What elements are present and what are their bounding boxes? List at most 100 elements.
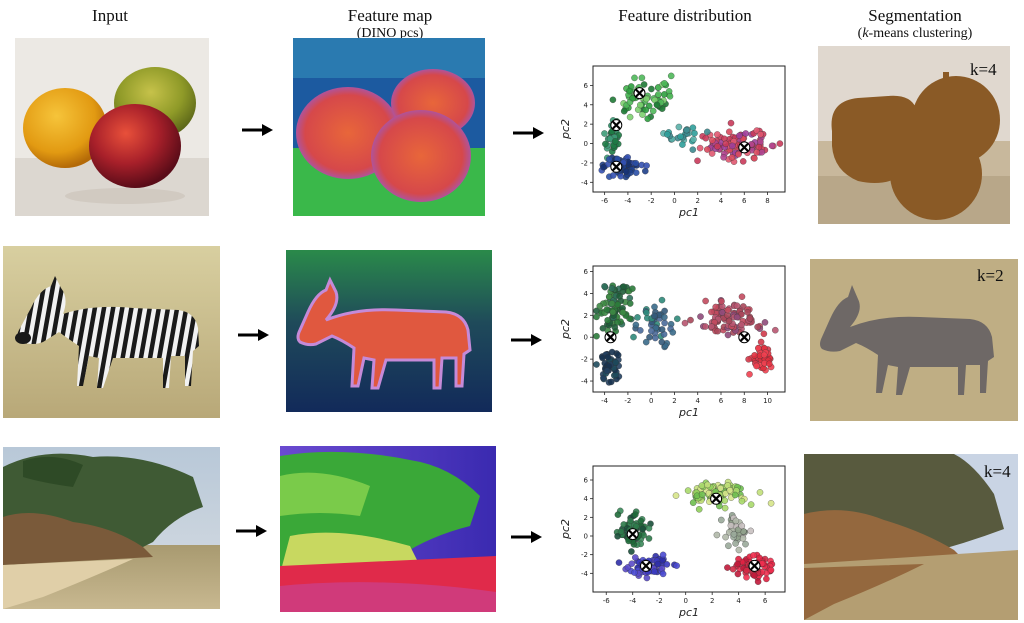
data-point bbox=[632, 554, 639, 561]
data-point bbox=[642, 338, 650, 346]
data-point bbox=[651, 312, 658, 320]
data-point bbox=[609, 308, 617, 316]
data-point bbox=[617, 172, 624, 180]
data-point bbox=[593, 361, 600, 368]
data-point bbox=[614, 351, 622, 359]
arrow-icon bbox=[511, 333, 543, 347]
header-feature-map: Feature map (DINO pcs) bbox=[300, 6, 480, 42]
data-point bbox=[674, 315, 681, 323]
data-point bbox=[658, 296, 666, 304]
header-segmentation-title: Segmentation bbox=[868, 6, 962, 25]
data-point bbox=[698, 491, 706, 498]
data-point bbox=[689, 124, 697, 131]
data-point bbox=[751, 155, 758, 162]
x-tick-label: 6 bbox=[742, 197, 747, 205]
data-point bbox=[704, 481, 711, 489]
centroid-marker bbox=[738, 141, 751, 154]
data-point bbox=[736, 132, 743, 139]
y-tick-label: 2 bbox=[584, 514, 588, 522]
x-tick-label: -2 bbox=[624, 397, 631, 405]
data-point bbox=[661, 319, 668, 327]
data-point bbox=[746, 371, 753, 378]
data-point bbox=[612, 359, 620, 366]
data-point bbox=[637, 517, 645, 525]
data-point bbox=[767, 566, 775, 574]
data-point bbox=[626, 300, 634, 307]
x-axis-label: pc1 bbox=[678, 606, 699, 619]
header-distribution-title: Feature distribution bbox=[618, 6, 752, 25]
data-point bbox=[642, 167, 649, 175]
k-label: k=4 bbox=[970, 60, 997, 79]
data-point bbox=[724, 306, 732, 314]
data-point bbox=[730, 530, 738, 538]
x-tick-label: 4 bbox=[695, 397, 700, 405]
scatter-plot-1: -6 -4 -2 0 2 4 6 8 -4 -2 0 2 4 6 pc1 pc2 bbox=[553, 58, 793, 220]
data-point bbox=[726, 128, 733, 136]
x-tick-label: 2 bbox=[695, 197, 699, 205]
centroid-marker bbox=[710, 492, 723, 505]
arrow-icon bbox=[513, 126, 545, 140]
data-point bbox=[702, 323, 709, 330]
data-point bbox=[760, 330, 768, 338]
data-point bbox=[604, 317, 611, 324]
data-point bbox=[726, 487, 734, 494]
centroid-marker bbox=[748, 559, 761, 572]
feature-map-coast bbox=[280, 446, 496, 612]
data-point bbox=[772, 326, 779, 334]
data-point bbox=[714, 131, 721, 138]
x-tick-label: 6 bbox=[719, 397, 724, 405]
data-point bbox=[689, 146, 697, 153]
data-point bbox=[609, 172, 617, 179]
data-point bbox=[615, 559, 623, 566]
data-point bbox=[746, 315, 754, 322]
data-point bbox=[648, 85, 655, 93]
x-tick-label: -2 bbox=[648, 197, 655, 205]
data-point bbox=[601, 283, 608, 290]
data-point bbox=[651, 568, 658, 575]
data-point bbox=[757, 338, 765, 346]
data-point bbox=[616, 292, 623, 300]
data-point bbox=[663, 561, 671, 568]
data-point bbox=[702, 134, 710, 142]
data-point bbox=[766, 360, 773, 368]
x-tick-label: 4 bbox=[719, 197, 724, 205]
data-point bbox=[630, 333, 637, 341]
data-point bbox=[666, 93, 674, 100]
data-point bbox=[620, 283, 627, 290]
x-tick-label: 0 bbox=[672, 197, 676, 205]
data-point bbox=[639, 525, 647, 533]
data-point bbox=[697, 313, 704, 320]
data-point bbox=[696, 144, 704, 152]
data-point bbox=[702, 297, 709, 305]
x-tick-label: 8 bbox=[765, 197, 769, 205]
data-point bbox=[757, 131, 764, 138]
data-point bbox=[640, 81, 648, 88]
data-point bbox=[739, 158, 747, 165]
data-point bbox=[637, 101, 644, 109]
header-input: Input bbox=[60, 6, 160, 26]
data-point bbox=[724, 331, 732, 339]
y-tick-label: 2 bbox=[584, 312, 588, 320]
data-point bbox=[732, 540, 739, 547]
data-point bbox=[743, 567, 750, 574]
data-point bbox=[750, 552, 757, 559]
data-point bbox=[722, 533, 729, 541]
segmentation-fruit bbox=[818, 46, 1010, 224]
data-point bbox=[753, 149, 760, 156]
data-point bbox=[644, 115, 651, 123]
x-tick-label: -2 bbox=[656, 597, 663, 605]
x-axis-label: pc1 bbox=[678, 406, 699, 419]
centroid-marker bbox=[640, 559, 652, 572]
data-point bbox=[673, 562, 680, 569]
scatter-plot-3: -6 -4 -2 0 2 4 6 -4 -2 0 2 4 6 pc1 pc2 bbox=[553, 458, 793, 620]
data-point bbox=[626, 113, 634, 121]
data-point bbox=[627, 517, 634, 525]
data-point bbox=[675, 123, 683, 131]
y-tick-label: 0 bbox=[584, 533, 588, 541]
data-point bbox=[754, 578, 762, 585]
input-image-coast bbox=[3, 447, 220, 609]
segmentation-zebra bbox=[810, 259, 1018, 421]
data-point bbox=[727, 522, 735, 529]
data-point bbox=[629, 285, 636, 292]
x-tick-label: 6 bbox=[763, 597, 768, 605]
